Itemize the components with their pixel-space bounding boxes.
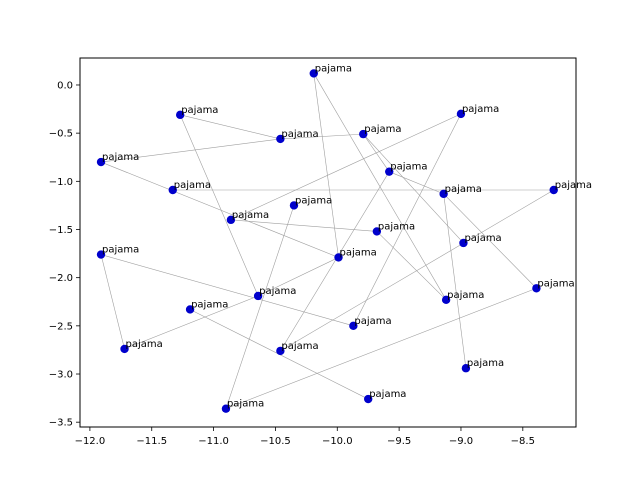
point-label: pajama bbox=[445, 184, 482, 195]
connector-line bbox=[443, 193, 537, 289]
connector-line bbox=[100, 161, 339, 258]
connector-line bbox=[230, 113, 462, 221]
point-label: pajama bbox=[315, 63, 352, 74]
y-tick-label: −3.0 bbox=[49, 370, 73, 381]
x-tick-label: −11.5 bbox=[136, 436, 167, 447]
point-label: pajama bbox=[555, 180, 592, 191]
connector-line bbox=[124, 295, 259, 350]
x-tick-label: −10.0 bbox=[322, 436, 353, 447]
connector-line bbox=[280, 189, 554, 352]
point-label: pajama bbox=[191, 299, 228, 310]
connector-line bbox=[100, 254, 354, 327]
point-label: pajama bbox=[102, 245, 139, 256]
point-label: pajama bbox=[295, 195, 332, 206]
connector-line bbox=[280, 133, 364, 140]
connector-line bbox=[225, 205, 295, 409]
point-labels-layer: pajama pajama pajama pajama pajama pajama paja… bbox=[102, 63, 592, 409]
data-point bbox=[363, 394, 373, 404]
point-label: pajama bbox=[447, 290, 484, 301]
connector-line bbox=[443, 193, 467, 369]
connector-line bbox=[313, 73, 339, 258]
data-point bbox=[120, 344, 129, 354]
data-point bbox=[253, 291, 263, 301]
point-label: pajama bbox=[259, 286, 296, 297]
y-tick-label: −2.0 bbox=[49, 273, 73, 284]
x-tick-label: −8.5 bbox=[511, 436, 535, 447]
y-tick-label: −0.5 bbox=[49, 129, 73, 140]
x-tick-label: −12.0 bbox=[75, 436, 106, 447]
connector-line bbox=[257, 257, 339, 297]
point-label: pajama bbox=[354, 316, 391, 327]
point-label: pajama bbox=[281, 341, 318, 352]
data-point bbox=[349, 321, 358, 331]
point-label: pajama bbox=[369, 389, 406, 400]
x-tick-label: −9.0 bbox=[449, 436, 473, 447]
data-point bbox=[185, 305, 195, 314]
point-label: pajama bbox=[537, 278, 574, 289]
x-tick-label: −9.5 bbox=[387, 436, 411, 447]
point-label: pajama bbox=[174, 180, 211, 191]
data-point bbox=[289, 201, 299, 210]
connector-line bbox=[179, 114, 259, 297]
x-tick-label: −11.0 bbox=[198, 436, 229, 447]
data-point bbox=[309, 69, 318, 78]
point-label: pajama bbox=[102, 152, 139, 163]
data-point bbox=[96, 250, 106, 259]
data-point bbox=[549, 185, 558, 195]
y-tick-label: 0.0 bbox=[57, 80, 73, 91]
data-point bbox=[334, 253, 343, 262]
connector-line bbox=[353, 113, 462, 326]
point-label: pajama bbox=[232, 210, 269, 221]
connector-line bbox=[363, 133, 464, 244]
connector-line bbox=[376, 231, 447, 301]
data-point bbox=[276, 134, 285, 144]
point-label: pajama bbox=[364, 124, 401, 135]
data-point bbox=[461, 364, 471, 373]
data-point bbox=[441, 295, 451, 305]
connector-line bbox=[280, 171, 390, 352]
point-label: pajama bbox=[464, 233, 501, 244]
point-label: pajama bbox=[378, 221, 415, 232]
point-label: pajama bbox=[340, 247, 377, 258]
point-label: pajama bbox=[281, 129, 318, 140]
connector-line bbox=[225, 287, 537, 409]
data-point bbox=[221, 404, 231, 413]
points-layer bbox=[96, 69, 558, 413]
data-point bbox=[456, 109, 466, 119]
data-point bbox=[276, 346, 285, 356]
data-point bbox=[532, 284, 541, 293]
y-tick-label: −3.5 bbox=[49, 418, 73, 429]
point-label: pajama bbox=[126, 339, 163, 350]
data-point bbox=[226, 215, 236, 225]
connector-line bbox=[363, 133, 390, 172]
connector-line bbox=[230, 219, 377, 232]
y-tick-label: −1.0 bbox=[49, 177, 73, 188]
x-tick-label: −10.5 bbox=[260, 436, 291, 447]
x-axis: −12.0 −11.5 −11.0 −10.5 −10.0 −9.5 −9.0 −8.5 bbox=[75, 427, 535, 447]
plot-area-frame bbox=[79, 57, 577, 428]
point-label: pajama bbox=[462, 104, 499, 115]
connector-line bbox=[100, 254, 125, 350]
edges-layer bbox=[100, 73, 554, 409]
point-label: pajama bbox=[390, 162, 427, 173]
data-point bbox=[372, 227, 382, 236]
point-label: pajama bbox=[227, 399, 264, 410]
data-point bbox=[359, 129, 368, 139]
y-tick-label: −2.5 bbox=[49, 321, 73, 332]
data-point bbox=[439, 189, 448, 199]
data-point bbox=[168, 185, 177, 195]
y-tick-label: −1.5 bbox=[49, 225, 73, 236]
data-point bbox=[385, 167, 394, 176]
connector-line bbox=[180, 114, 281, 140]
data-point bbox=[175, 110, 185, 120]
connector-line bbox=[100, 138, 281, 163]
y-axis: 0.0 −0.5 −1.0 −1.5 −2.0 −2.5 −3.0 −3.5 bbox=[49, 80, 80, 429]
point-label: pajama bbox=[181, 105, 218, 116]
data-point bbox=[459, 238, 468, 248]
point-label: pajama bbox=[467, 358, 504, 369]
data-point bbox=[96, 157, 106, 167]
